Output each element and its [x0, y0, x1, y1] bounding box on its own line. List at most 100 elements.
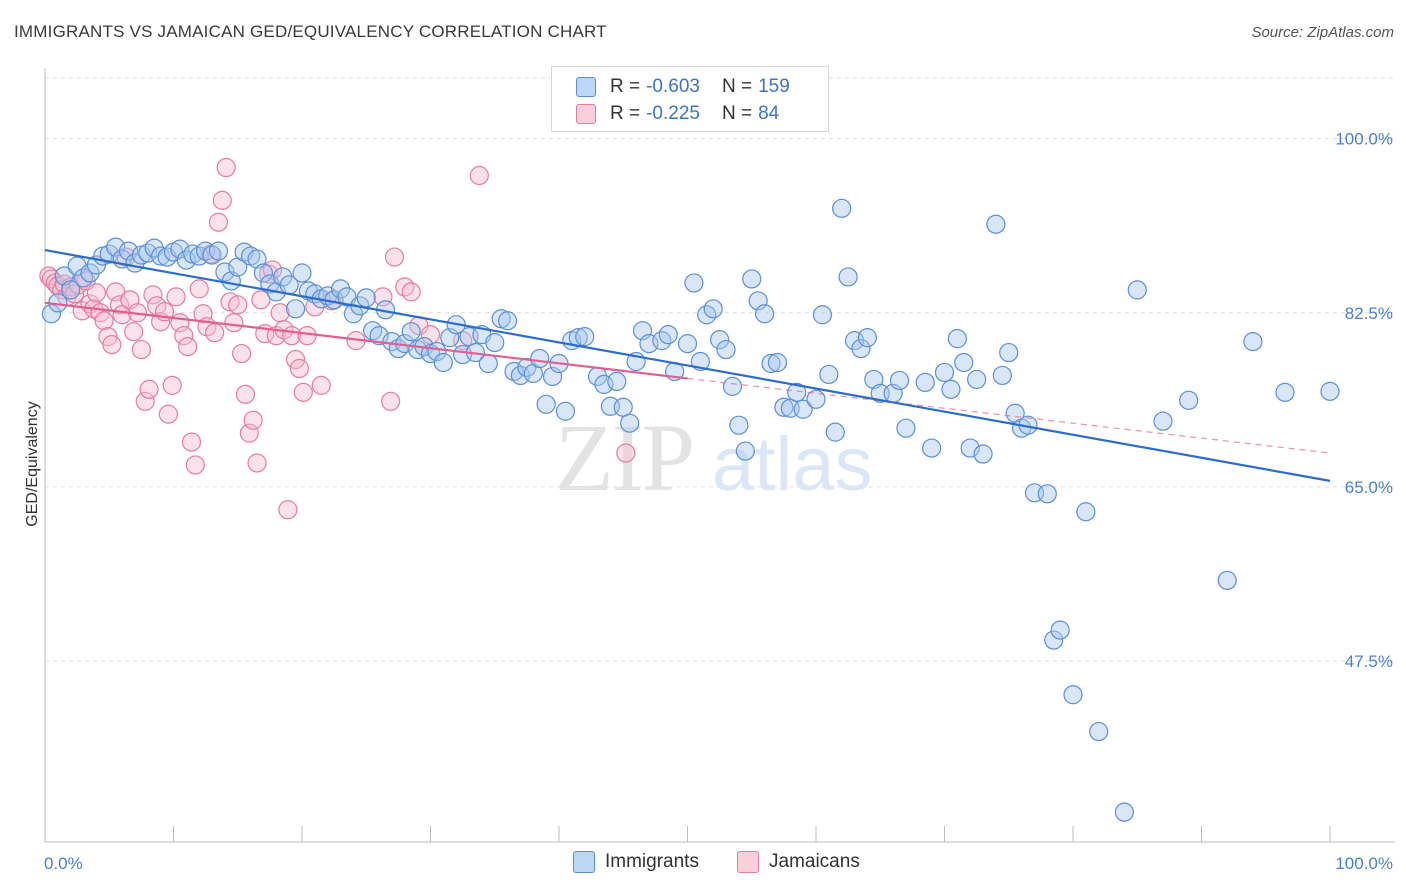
watermark-atlas: atlas [712, 422, 873, 507]
jamaicans-point [147, 296, 167, 316]
immigrants-point [208, 241, 229, 261]
immigrants-point [285, 299, 306, 319]
legend-r-value: -0.603 [646, 76, 700, 97]
immigrants-point [536, 394, 556, 414]
bottom-legend-immigrants: Immigrants [573, 851, 699, 873]
immigrants-point [170, 239, 190, 259]
y-tick-label: 82.5% [1345, 304, 1393, 323]
immigrants-point [806, 389, 826, 409]
jamaicans-point [401, 282, 421, 302]
watermark: ZIP atlas [555, 404, 873, 511]
jamaicans-point [289, 358, 310, 379]
jamaicans-point [228, 295, 248, 315]
jamaicans-point [251, 290, 271, 310]
legend-r-label: R = [610, 103, 641, 124]
legend-n-value: 84 [758, 103, 780, 124]
jamaicans-point [232, 343, 252, 364]
immigrants-point [684, 273, 704, 293]
jamaicans-trend-extension [687, 377, 1331, 454]
immigrants-point [247, 249, 267, 269]
jamaicans-point [381, 391, 401, 411]
immigrants-point [825, 422, 845, 442]
immigrants-point [273, 267, 293, 287]
jamaicans-point [94, 311, 114, 331]
jamaicans-point [235, 384, 256, 404]
jamaicans-point [143, 285, 163, 305]
immigrants-point [761, 353, 781, 374]
chart-title: IMMIGRANTS VS JAMAICAN GED/EQUIVALENCY C… [14, 22, 607, 41]
immigrants-point [118, 241, 139, 261]
immigrants-point [613, 397, 633, 417]
jamaicans-point [124, 322, 144, 342]
immigrants-point [742, 269, 762, 289]
immigrants-point [889, 370, 910, 391]
y-tick-label: 47.5% [1345, 652, 1393, 671]
immigrants-point [555, 401, 576, 421]
jamaicans-point [311, 375, 331, 395]
jamaicans-point [166, 287, 186, 307]
immigrants-point [710, 330, 730, 350]
immigrants-point [433, 352, 453, 373]
immigrants-point [1037, 484, 1057, 504]
immigrants-point [151, 246, 171, 266]
jamaicans-point [185, 455, 205, 475]
immigrants-point [1076, 502, 1096, 522]
legend-r-value: -0.225 [646, 103, 700, 124]
chart-source: Source: ZipAtlas.com [1251, 24, 1394, 41]
jamaicans-point [181, 432, 202, 452]
bottom-legend-label-immigrants: Immigrants [605, 851, 699, 872]
jamaicans-point [208, 212, 229, 232]
immigrants-point [735, 441, 755, 461]
immigrants-point [973, 444, 993, 464]
trend-lines [44, 249, 1331, 482]
immigrants-point [575, 327, 595, 347]
legend-swatch-jamaicans [576, 104, 596, 124]
immigrants-point [106, 237, 126, 257]
immigrants-point [54, 266, 74, 286]
immigrants-point [356, 288, 376, 308]
jamaicans-point [220, 292, 240, 312]
immigrants-point [73, 268, 94, 288]
immigrants-point [330, 279, 351, 299]
jamaicans-point [205, 323, 225, 343]
immigrants-point [934, 362, 955, 383]
immigrants-point [722, 376, 743, 396]
immigrants-point [832, 198, 852, 218]
jamaicans-point [247, 453, 267, 473]
immigrants-point [61, 280, 81, 300]
immigrants-point [774, 397, 794, 417]
immigrants-point [922, 438, 942, 458]
jamaicans-point [174, 326, 194, 346]
immigrants-point [754, 304, 775, 324]
jamaicans-point [278, 500, 298, 520]
immigrants-point [819, 364, 839, 385]
legend: R = -0.603 N = 159 R = -0.225 N = 84 [551, 66, 829, 132]
immigrants-point [767, 352, 788, 373]
immigrants-point [1320, 381, 1340, 401]
grid-lines [45, 77, 1395, 662]
immigrants-trend-line [44, 249, 1331, 482]
immigrants-point [812, 305, 833, 325]
immigrants-point [363, 321, 383, 341]
jamaicans-point [384, 247, 405, 267]
immigrants-point [1275, 382, 1295, 402]
immigrants-point [992, 365, 1012, 386]
jamaicans-points [39, 157, 636, 520]
legend-n-value: 159 [758, 76, 790, 97]
jamaicans-point [224, 313, 244, 333]
immigrants-point [954, 352, 974, 373]
bottom-legend-jamaicans: Jamaicans [737, 851, 860, 873]
immigrants-point [793, 399, 813, 419]
jamaicans-point [86, 283, 107, 303]
legend-r-label: R = [610, 76, 641, 97]
immigrants-point [658, 325, 678, 345]
jamaicans-point [469, 165, 489, 186]
jamaicans-point [243, 410, 263, 430]
jamaicans-point [131, 339, 151, 360]
immigrants-point [915, 372, 935, 393]
jamaicans-point [395, 277, 415, 297]
immigrants-point [1217, 570, 1237, 590]
tick-labels: 100.0% 82.5% 65.0% 47.5% 0.0% 100.0% [44, 130, 1393, 873]
immigrants-point [41, 304, 62, 324]
immigrants-point [1243, 332, 1263, 352]
